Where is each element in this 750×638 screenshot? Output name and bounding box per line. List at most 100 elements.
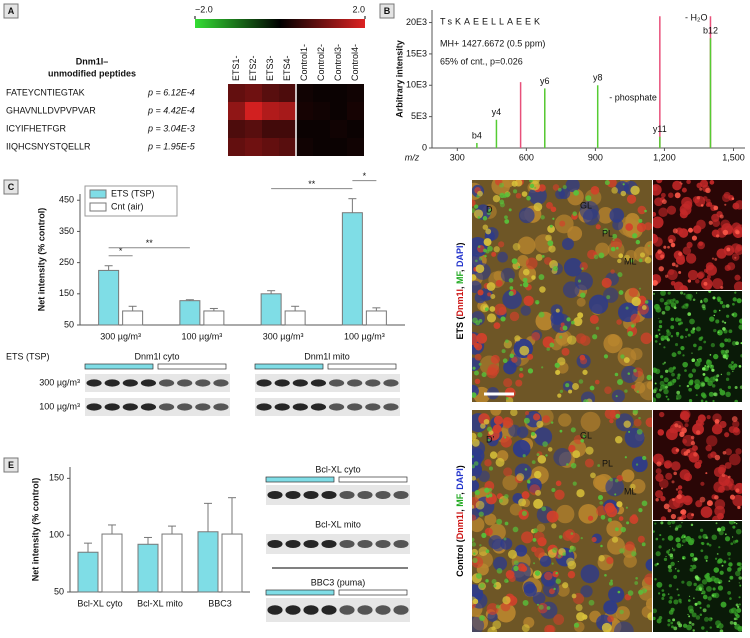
image-texture (668, 238, 674, 244)
image-texture (668, 192, 674, 198)
peak-label: y6 (540, 76, 550, 86)
image-texture (716, 329, 723, 336)
image-texture (717, 331, 720, 334)
image-texture (521, 191, 528, 197)
treatment-bar (157, 363, 227, 370)
image-texture (717, 623, 724, 629)
x-tick-label: Bcl-XL cyto (77, 598, 122, 608)
image-texture (619, 609, 624, 615)
image-texture (693, 452, 698, 457)
image-texture (638, 416, 641, 420)
image-texture (688, 621, 692, 625)
image-texture (717, 527, 721, 532)
side-label-part: MF (455, 493, 465, 506)
image-texture (667, 269, 678, 281)
image-texture (734, 256, 737, 259)
image-texture (676, 390, 681, 395)
image-texture (700, 336, 704, 340)
heatmap-cell (347, 138, 364, 156)
image-texture (591, 537, 597, 543)
image-texture (526, 268, 536, 278)
image-texture (738, 318, 742, 324)
image-texture (633, 368, 637, 373)
image-texture (472, 596, 477, 605)
image-texture (711, 384, 716, 388)
image-texture (694, 557, 698, 561)
image-texture (603, 354, 609, 359)
image-texture (561, 347, 570, 356)
image-texture (655, 537, 659, 541)
image-texture (713, 592, 720, 599)
image-texture (657, 592, 661, 595)
image-texture (677, 569, 680, 573)
image-texture (504, 192, 510, 198)
image-texture (477, 245, 481, 248)
image-texture (703, 281, 708, 286)
image-texture (523, 295, 534, 306)
image-texture (718, 530, 724, 536)
image-texture (707, 380, 713, 387)
image-texture (522, 454, 526, 458)
image-texture (683, 472, 693, 482)
image-texture (558, 187, 571, 200)
image-texture (667, 398, 670, 401)
image-texture (707, 596, 712, 601)
image-texture (528, 180, 534, 183)
side-label-part: Dnm1l (455, 512, 465, 540)
image-texture (509, 353, 514, 358)
image-texture (626, 194, 637, 204)
image-texture (681, 522, 683, 524)
image-texture (732, 420, 740, 428)
image-texture (659, 534, 662, 537)
image-texture (472, 333, 478, 345)
blot-band (256, 403, 272, 411)
image-texture (668, 497, 681, 510)
image-texture (680, 182, 683, 185)
image-texture (618, 516, 624, 521)
image-texture (583, 399, 589, 402)
panel-label: E (8, 460, 14, 470)
image-texture (686, 241, 693, 248)
image-texture (659, 380, 665, 386)
image-texture (474, 353, 482, 361)
image-texture (653, 608, 657, 614)
image-texture (628, 430, 631, 433)
image-texture (658, 207, 668, 218)
annotation: 65% of cnt., p=0.026 (440, 56, 523, 66)
image-texture (493, 584, 497, 588)
panel-label-box (3, 457, 19, 473)
treatment-bar (265, 476, 335, 483)
image-texture (697, 601, 701, 605)
image-texture (576, 489, 585, 498)
image-texture (669, 428, 675, 434)
image-texture (477, 432, 483, 438)
image-texture (551, 487, 556, 493)
image-texture (617, 347, 637, 367)
image-texture (712, 399, 715, 402)
blot-strip (255, 374, 400, 392)
image-texture (725, 304, 730, 308)
image-texture (686, 624, 693, 631)
image-texture (660, 496, 666, 502)
side-label-part: , (455, 490, 465, 495)
image-texture (593, 475, 608, 490)
blot-band (122, 379, 138, 387)
image-texture (682, 544, 684, 546)
heatmap-cell (296, 138, 313, 156)
blot-strip (255, 398, 400, 416)
image-texture (503, 467, 513, 477)
image-texture (714, 257, 718, 261)
image-texture (695, 394, 698, 397)
image-texture (728, 557, 731, 560)
image-texture (473, 209, 484, 219)
y-axis-label: Net intensity (% control) (36, 208, 46, 312)
image-texture (709, 316, 715, 322)
image-texture (725, 357, 728, 360)
image-texture (716, 374, 720, 378)
image-texture (713, 314, 716, 317)
image-texture (690, 435, 695, 440)
image-texture (539, 555, 552, 567)
image-texture (727, 475, 731, 479)
image-texture (522, 599, 529, 606)
image-texture (560, 322, 565, 327)
